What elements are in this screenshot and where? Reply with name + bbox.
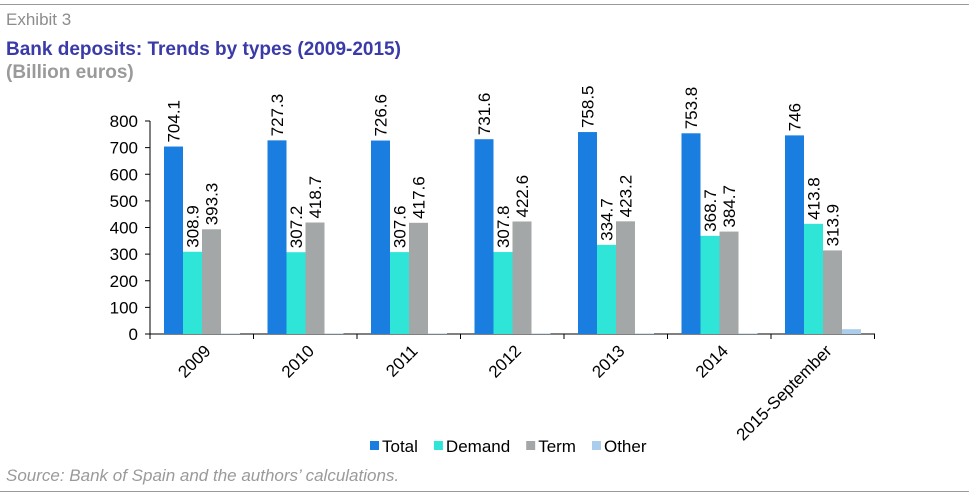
data-label: 753.8 (682, 87, 701, 130)
bar-other (635, 333, 654, 334)
source-note: Source: Bank of Spain and the authors’ c… (6, 466, 400, 485)
data-label: 413.8 (805, 177, 824, 220)
bar-other (221, 333, 240, 334)
data-label: 417.6 (410, 176, 429, 219)
bar-other (428, 333, 447, 334)
x-tick-label: 2010 (278, 341, 318, 381)
bar-other (531, 333, 551, 334)
x-tick-label: 2014 (692, 341, 732, 381)
bar-total (267, 140, 287, 334)
bar-demand (286, 252, 306, 334)
y-tick-label: 700 (110, 139, 138, 158)
bar-other (738, 333, 758, 334)
x-tick-label: 2011 (382, 341, 421, 380)
bar-total (681, 133, 701, 334)
bottom-rule (0, 491, 969, 492)
bar-demand (390, 252, 409, 334)
data-label: 308.9 (184, 205, 203, 248)
bar-other (842, 329, 861, 334)
data-label: 368.7 (701, 189, 720, 232)
legend-swatch-total (370, 441, 379, 450)
data-label: 746 (786, 103, 805, 131)
y-tick-label: 400 (110, 219, 138, 238)
x-tick-label: 2012 (485, 341, 525, 381)
exhibit-label: Exhibit 3 (6, 10, 72, 29)
data-label: 307.2 (287, 206, 306, 249)
x-tick-label: 2013 (588, 341, 628, 381)
bar-demand (597, 244, 616, 334)
x-tick-label: 2015-September (733, 341, 836, 444)
bar-demand (804, 223, 823, 334)
y-tick-label: 600 (110, 165, 138, 184)
legend-label-demand: Demand (446, 437, 510, 456)
data-label: 423.2 (617, 175, 636, 218)
bar-term (202, 229, 221, 334)
data-label: 307.8 (494, 206, 513, 249)
bar-total (474, 139, 494, 334)
bar-demand (493, 252, 513, 334)
legend-label-term: Term (538, 437, 576, 456)
bar-total (785, 135, 804, 334)
bar-term (719, 231, 739, 334)
y-tick-label: 200 (110, 272, 138, 291)
bar-total (164, 146, 183, 334)
data-label: 727.3 (268, 94, 287, 137)
bar-term (823, 250, 842, 334)
y-tick-label: 0 (129, 325, 138, 344)
data-label: 384.7 (720, 185, 739, 228)
bar-term (616, 221, 635, 334)
chart-subtitle: (Billion euros) (6, 62, 134, 83)
x-tick-label: 2009 (174, 341, 214, 381)
legend-swatch-demand (433, 441, 443, 450)
bar-term (305, 222, 325, 334)
chart-title: Bank deposits: Trends by types (2009-201… (6, 39, 401, 60)
bar-chart: 0 100 200 300 400 500 600 700 800 704.1 308.9393.3… (110, 86, 875, 456)
top-rule (0, 4, 969, 5)
legend-swatch-term (526, 441, 536, 450)
legend-swatch-other (591, 441, 601, 450)
data-label: 307.6 (391, 206, 410, 249)
legend-label-other: Other (604, 437, 647, 456)
data-label: 726.6 (372, 94, 391, 137)
data-label: 393.3 (203, 183, 222, 226)
bar-demand (700, 235, 720, 334)
bar-demand (183, 251, 202, 334)
y-tick-label: 800 (110, 112, 138, 131)
y-tick-label: 300 (110, 245, 138, 264)
data-label: 731.6 (475, 93, 494, 136)
bar-total (371, 140, 390, 334)
data-label: 422.6 (513, 175, 532, 218)
bar-term (512, 221, 532, 334)
data-label: 334.7 (598, 198, 617, 241)
bar-total (578, 132, 597, 334)
bar-other (324, 333, 344, 334)
y-tick-label: 500 (110, 192, 138, 211)
data-label: 313.9 (824, 204, 843, 247)
data-label: 418.7 (306, 176, 325, 219)
y-tick-label: 100 (110, 298, 138, 317)
data-label: 704.1 (165, 100, 184, 143)
legend-label-total: Total (382, 437, 418, 456)
bar-term (409, 222, 428, 334)
data-label: 758.5 (579, 86, 598, 129)
